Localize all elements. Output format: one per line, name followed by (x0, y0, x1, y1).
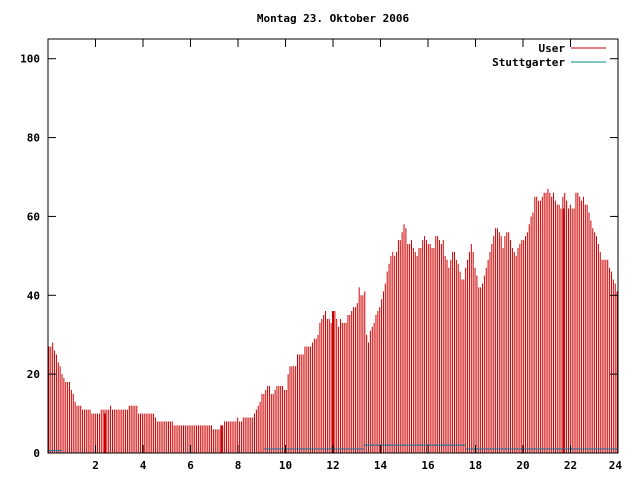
legend-label-stuttgarter: Stuttgarter (492, 56, 565, 69)
x-tick-label: 2 (92, 459, 99, 472)
x-tick-label: 22 (564, 459, 577, 472)
y-axis: 0 20 40 60 80 100 (20, 53, 618, 460)
y-tick-label: 0 (33, 447, 40, 460)
x-tick-label: 4 (140, 459, 147, 472)
x-tick-label: 12 (326, 459, 339, 472)
x-tick-label: 14 (374, 459, 388, 472)
y-tick-label: 100 (20, 53, 40, 66)
x-axis: 2 4 6 8 10 12 14 16 18 20 22 24 (92, 39, 622, 472)
highlight-bar (220, 425, 223, 453)
y-tick-label: 20 (27, 368, 40, 381)
chart-title: Montag 23. Oktober 2006 (257, 12, 410, 25)
x-tick-label: 16 (421, 459, 435, 472)
highlight-bars (104, 208, 565, 453)
x-tick-label: 18 (469, 459, 482, 472)
user-bars (48, 188, 618, 453)
x-tick-label: 6 (187, 459, 194, 472)
y-tick-label: 40 (27, 289, 40, 302)
y-tick-label: 60 (27, 210, 40, 223)
x-tick-label: 24 (609, 459, 623, 472)
x-tick-label: 10 (279, 459, 292, 472)
x-tick-label: 20 (516, 459, 529, 472)
highlight-bar (332, 311, 334, 453)
highlight-bar (562, 208, 565, 453)
legend: User Stuttgarter (492, 42, 606, 69)
legend-label-user: User (539, 42, 566, 55)
y-tick-label: 80 (27, 132, 40, 145)
highlight-bar (104, 413, 106, 453)
x-tick-label: 8 (235, 459, 242, 472)
